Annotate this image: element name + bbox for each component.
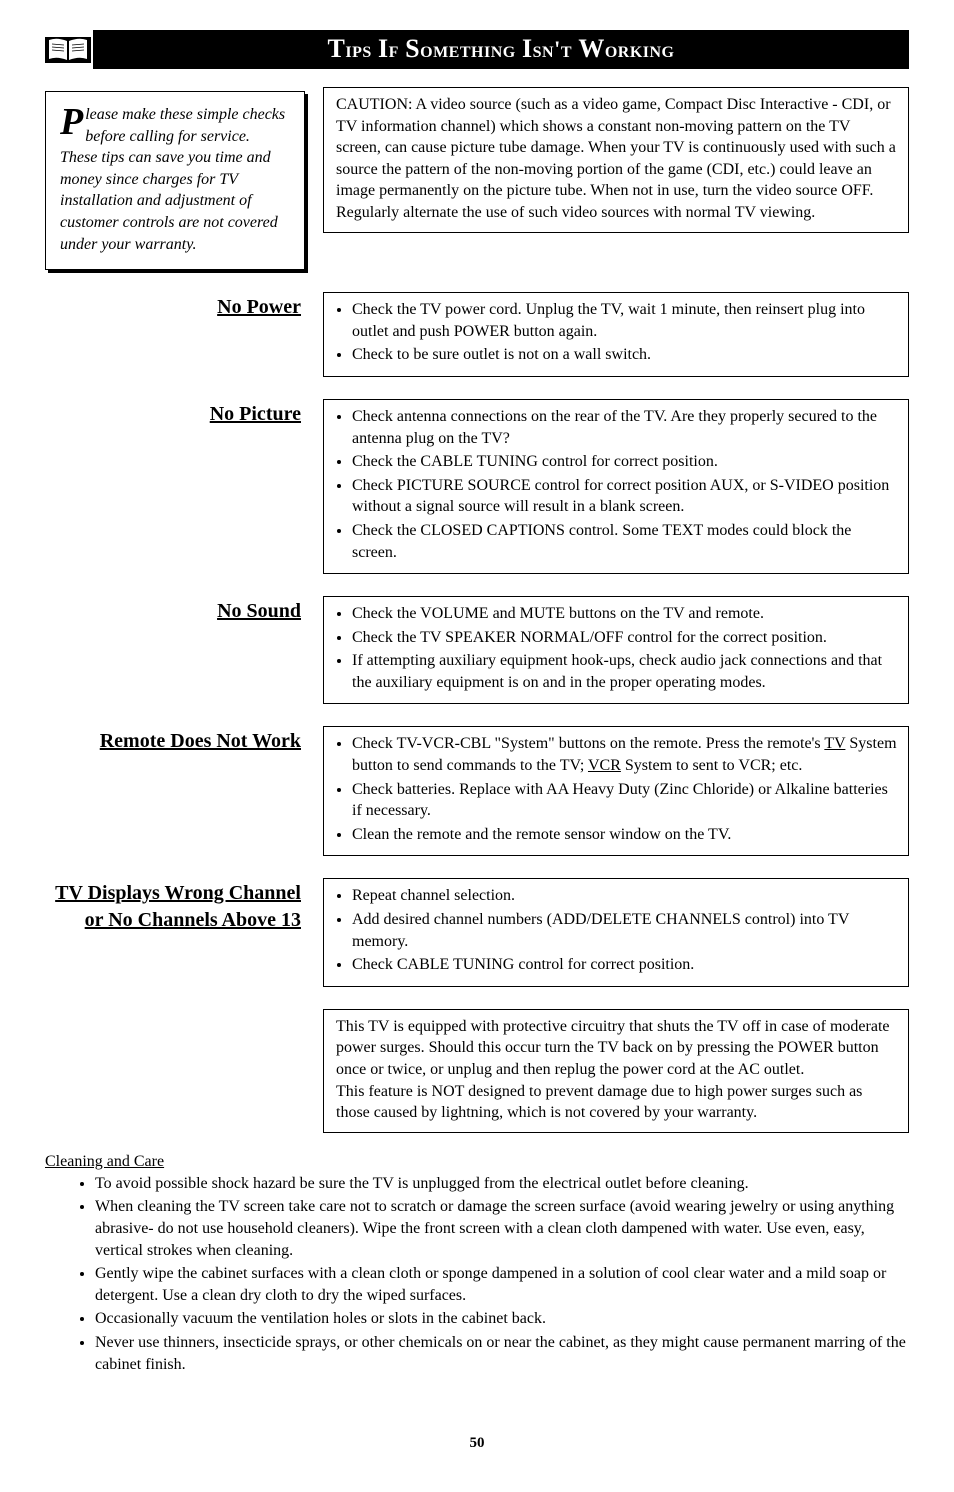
tip-list-2: Check the VOLUME and MUTE buttons on the…: [336, 603, 898, 693]
section-heading-3: Remote Does Not Work: [45, 726, 305, 755]
tip-item: Check CABLE TUNING control for correct p…: [352, 954, 898, 976]
tip-item: Check TV-VCR-CBL "System" buttons on the…: [352, 733, 898, 776]
cleaning-heading: Cleaning and Care: [45, 1153, 909, 1171]
section-heading-4: TV Displays Wrong Channel or No Channels…: [45, 878, 305, 934]
section-heading-0: No Power: [45, 292, 305, 321]
tip-item: Check antenna connections on the rear of…: [352, 406, 898, 449]
tip-list-0: Check the TV power cord. Unplug the TV, …: [336, 299, 898, 366]
header-bar: Tips If Something Isn't Working: [45, 30, 909, 69]
tip-item: Clean the remote and the remote sensor w…: [352, 824, 898, 846]
tip-box-1: Check antenna connections on the rear of…: [323, 399, 909, 574]
cleaning-item: Gently wipe the cabinet surfaces with a …: [95, 1263, 909, 1306]
tip-item: If attempting auxiliary equipment hook-u…: [352, 650, 898, 693]
note-box: This TV is equipped with protective circ…: [323, 1009, 909, 1133]
intro-dropcap: P: [60, 104, 85, 137]
section-heading-1: No Picture: [45, 399, 305, 428]
tip-item: Add desired channel numbers (ADD/DELETE …: [352, 909, 898, 952]
page-title: Tips If Something Isn't Working: [93, 30, 909, 69]
tip-and-note-col: Repeat channel selection. Add desired ch…: [323, 878, 909, 1132]
tip-item: Check the VOLUME and MUTE buttons on the…: [352, 603, 898, 625]
cleaning-item: Occasionally vacuum the ventilation hole…: [95, 1308, 909, 1330]
tip-list-1: Check antenna connections on the rear of…: [336, 406, 898, 563]
intro-box: P lease make these simple checks before …: [45, 91, 305, 270]
tip-item: Check batteries. Replace with AA Heavy D…: [352, 779, 898, 822]
book-icon: [45, 35, 91, 65]
tip-item: Check the TV SPEAKER NORMAL/OFF control …: [352, 627, 898, 649]
intro-text: lease make these simple checks before ca…: [60, 106, 285, 253]
page-number: 50: [45, 1435, 909, 1452]
cleaning-item: Never use thinners, insecticide sprays, …: [95, 1332, 909, 1375]
tip-list-4: Repeat channel selection. Add desired ch…: [336, 885, 898, 975]
tip-box-2: Check the VOLUME and MUTE buttons on the…: [323, 596, 909, 704]
cleaning-section: Cleaning and Care To avoid possible shoc…: [45, 1153, 909, 1375]
tip-list-3: Check TV-VCR-CBL "System" buttons on the…: [336, 733, 898, 845]
tip-box-0: Check the TV power cord. Unplug the TV, …: [323, 292, 909, 377]
tip-item: Check the CLOSED CAPTIONS control. Some …: [352, 520, 898, 563]
cleaning-item: To avoid possible shock hazard be sure t…: [95, 1173, 909, 1195]
tip-item: Repeat channel selection.: [352, 885, 898, 907]
tip-item: Check the TV power cord. Unplug the TV, …: [352, 299, 898, 342]
tip-item: Check the CABLE TUNING control for corre…: [352, 451, 898, 473]
cleaning-item: When cleaning the TV screen take care no…: [95, 1196, 909, 1261]
tip-item: Check PICTURE SOURCE control for correct…: [352, 475, 898, 518]
caution-box: CAUTION: A video source (such as a video…: [323, 87, 909, 233]
tip-box-4: Repeat channel selection. Add desired ch…: [323, 878, 909, 986]
tip-box-3: Check TV-VCR-CBL "System" buttons on the…: [323, 726, 909, 856]
section-heading-2: No Sound: [45, 596, 305, 625]
cleaning-list: To avoid possible shock hazard be sure t…: [45, 1173, 909, 1375]
tip-item: Check to be sure outlet is not on a wall…: [352, 344, 898, 366]
